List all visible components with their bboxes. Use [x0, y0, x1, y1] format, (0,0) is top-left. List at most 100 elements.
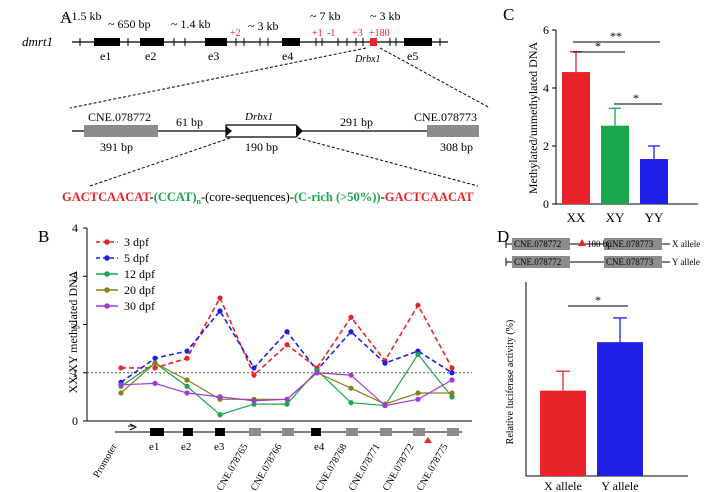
drbx1-box: [225, 124, 303, 138]
site-label-plus180: +180: [369, 28, 390, 39]
b-cne-078765: [249, 428, 261, 436]
c-bar-xx: [562, 72, 590, 204]
b-cne-078766: [282, 428, 294, 436]
panel-c: C Methylated/unmethylated DNA 0 2 4 6 XX XY Y…: [503, 5, 698, 225]
b-exon-e1: [150, 428, 164, 436]
cne-078773-box: [427, 125, 479, 137]
b-legend-marker-1: [104, 255, 110, 261]
b-legend-label-4: 30 dpf: [124, 299, 155, 313]
zoom-line-right: [379, 47, 491, 109]
c-significance: ** * *: [573, 29, 662, 105]
b-legend-marker-0: [104, 239, 110, 245]
cne-right-size: 308 bp: [440, 140, 473, 154]
b-ytick-label-2: 2: [72, 318, 78, 332]
gap-right-size: 291 bp: [340, 115, 373, 129]
d-construct-y: CNE.078772 CNE.078773 Y allele: [505, 256, 700, 268]
b-legend-label-3: 20 dpf: [124, 283, 155, 297]
d-construct-y-right-box: [604, 256, 662, 268]
exon-2: [140, 38, 164, 46]
b-point-2-7: [348, 400, 354, 406]
b-x-label-3: e3: [214, 441, 225, 453]
b-point-4-9: [415, 396, 421, 402]
b-point-3-1: [152, 360, 158, 366]
dist-label-6: ~ 3 kb: [370, 9, 401, 23]
d-x-label-1: Y allele: [601, 479, 638, 492]
b-point-3-10: [449, 390, 455, 396]
b-legend-label-1: 5 dpf: [124, 251, 149, 265]
b-point-4-1: [152, 380, 158, 386]
b-point-2-2: [184, 383, 190, 389]
d-bar-1: [597, 342, 643, 476]
c-ytick-label-2: 4: [543, 81, 549, 95]
d-construct-y-left-box: [512, 256, 570, 268]
panel-c-label: C: [503, 5, 514, 24]
b-point-0-1: [152, 365, 158, 371]
c-x-labels: XX XY YY: [567, 210, 664, 225]
b-x-label-1: e1: [149, 441, 159, 453]
b-point-0-9: [415, 302, 421, 308]
zoom-line-right-2: [297, 137, 479, 187]
b-cne-078768: [346, 428, 358, 436]
b-point-1-10: [449, 370, 455, 376]
b-point-1-2: [184, 348, 190, 354]
b-point-2-9: [415, 351, 421, 358]
b-point-0-0: [118, 365, 124, 371]
gene-name: dmrt1: [22, 34, 53, 49]
exon-label-e1: e1: [100, 49, 111, 63]
d-construct-x-left-box: [512, 238, 570, 250]
c-x-label-0: XX: [567, 210, 586, 225]
b-x-label-6: e4: [314, 441, 325, 453]
d-insert-size: 180 bp: [587, 239, 612, 249]
c-sig-star-xy-yy: *: [633, 91, 639, 105]
b-x-label-8: CNE.078771: [347, 442, 383, 492]
b-point-4-6: [314, 370, 320, 376]
d-y-allele-label: Y allele: [672, 257, 700, 267]
dist-label-2: ~ 650 bp: [108, 17, 151, 31]
dist-label-4: ~ 3 kb: [248, 19, 279, 33]
site-label-plus3: +3: [352, 28, 363, 39]
b-point-3-0: [118, 390, 124, 396]
b-ytick-label-3: 3: [72, 269, 78, 283]
b-point-0-7: [348, 314, 354, 320]
drbx1-right-arrowhead: [296, 126, 302, 136]
b-point-4-10: [449, 377, 455, 383]
gene-ticks: [79, 38, 441, 46]
site-label-minus1: -1: [327, 28, 335, 39]
panel-a-label: A: [60, 8, 73, 27]
b-x-label-2: e2: [181, 441, 191, 453]
exon-4: [282, 38, 300, 46]
panel-b: B XX/XY methylated DNA 0 1 2 3 4 3 dpf 5 dpf 1…: [38, 221, 472, 492]
d-bar-0: [540, 390, 586, 476]
c-ytick-label-1: 2: [543, 139, 549, 153]
exon-label-e2: e2: [145, 49, 156, 63]
d-construct-x-right-box: [604, 238, 662, 250]
cne-right-name: CNE.078773: [414, 110, 477, 124]
exon-label-e4: e4: [282, 49, 293, 63]
cne-078772-box: [84, 125, 158, 137]
gap-left-size: 61 bp: [176, 115, 203, 129]
promoter-arrow-icon: [129, 423, 138, 431]
c-sig-star-xx-yy: **: [610, 29, 622, 43]
exon-5: [404, 38, 432, 46]
b-x-label-0: Promoter: [91, 441, 119, 479]
c-ytick-label-3: 6: [543, 23, 549, 37]
panel-d-label: D: [497, 227, 509, 246]
panel-b-label: B: [38, 227, 49, 246]
exon-label-e5: e5: [407, 49, 418, 63]
dist-label-5: ~ 7 kb: [310, 9, 341, 23]
sequence-motif-line: GACTCAACAT-(CCAT)n-(core-sequences)-(C-r…: [62, 190, 474, 206]
b-point-2-10: [449, 394, 455, 400]
b-x-label-10: CNE.078775: [415, 442, 451, 492]
drbx1-small-label: Drbx1: [354, 54, 381, 65]
b-point-0-5: [284, 342, 290, 348]
b-series-group: [118, 295, 455, 418]
exon-1: [94, 38, 120, 46]
exon-label-e3: e3: [208, 49, 219, 63]
c-sig-star-xx-xy: *: [595, 39, 601, 53]
b-series-line-0: [121, 296, 453, 377]
d-y-left-label: CNE.078772: [514, 257, 561, 267]
d-x-label-0: X allele: [544, 479, 582, 492]
c-ylabel: Methylated/unmethylated DNA: [526, 42, 540, 195]
